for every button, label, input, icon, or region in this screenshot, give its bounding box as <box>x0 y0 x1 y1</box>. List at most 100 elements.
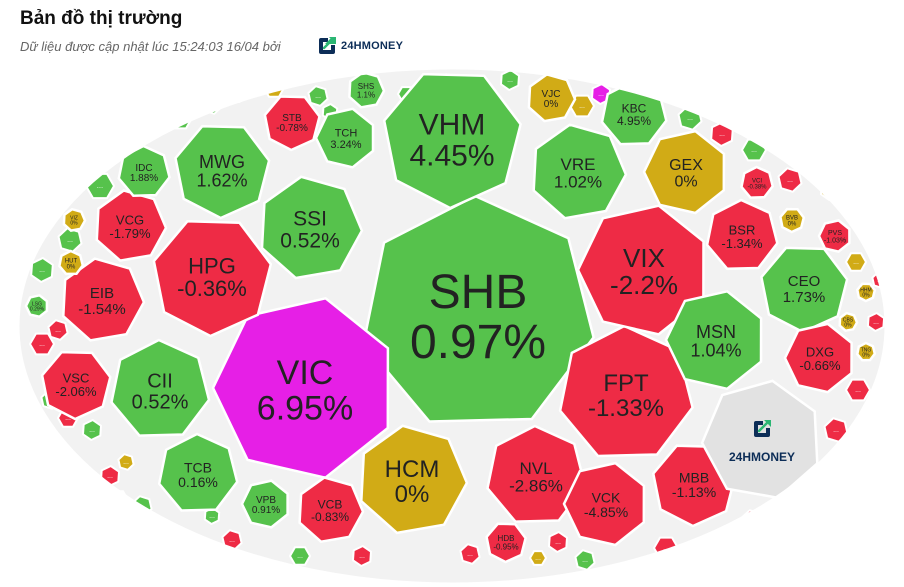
treemap-cell-shape <box>740 138 768 162</box>
treemap-cell-shape <box>459 543 481 565</box>
treemap-cell-shape <box>211 296 390 480</box>
treemap-cell-ellipsis[interactable]: ... <box>459 543 481 565</box>
treemap-cell-ellipsis[interactable]: ... <box>156 526 180 546</box>
treemap-cell-ellipsis-label: ... <box>165 533 171 540</box>
treemap-cell-ellipsis[interactable]: ... <box>351 544 373 568</box>
treemap-cell-shape <box>62 207 87 232</box>
treemap-cell-shape <box>84 172 116 200</box>
treemap-cell-ellipsis[interactable]: ... <box>807 138 829 162</box>
treemap-cell-shape <box>760 246 849 334</box>
treemap-cell-shape <box>855 282 877 303</box>
treemap-cell-shape <box>779 207 806 234</box>
treemap-cell-shape <box>711 538 729 558</box>
treemap-cell-pvs[interactable]: PVS-1.03% <box>817 219 851 253</box>
treemap-cell-ellipsis[interactable]: ... <box>548 55 572 74</box>
treemap-cell-ellipsis[interactable]: ... <box>547 530 569 554</box>
header: Bản đồ thị trường Dữ liệu được cập nhật … <box>20 8 880 58</box>
treemap-cell-shape <box>362 194 595 423</box>
treemap-cell-ellipsis[interactable]: ... <box>528 550 548 566</box>
treemap-cell-shape <box>152 220 273 338</box>
treemap-cell-shape <box>24 293 49 319</box>
treemap-cell-shape <box>547 530 569 554</box>
treemap-cell-vci[interactable]: VCI-0.38% <box>740 165 775 199</box>
treemap-cell-shape <box>203 506 221 526</box>
treemap-cell-shape <box>156 526 180 546</box>
treemap-cell-ellipsis[interactable]: ... <box>852 214 872 230</box>
treemap-cell-shape <box>838 311 859 333</box>
brand-logo-icon <box>754 420 771 437</box>
treemap-cell-shape <box>486 424 587 523</box>
treemap-cell-ellipsis-label: ... <box>785 129 791 136</box>
treemap-cell-shape <box>844 378 872 402</box>
treemap-cell-ellipsis[interactable]: ... <box>84 172 116 200</box>
treemap-cell-shape <box>574 549 596 571</box>
treemap-cell-ellipsis[interactable]: ... <box>574 549 596 571</box>
treemap-cell-shape <box>844 252 868 272</box>
treemap-cell-shape <box>528 550 548 566</box>
treemap-cell-ellipsis[interactable]: ... <box>81 418 103 442</box>
treemap-cell-hdb[interactable]: HDB-0.95% <box>485 522 527 564</box>
treemap-cell-shape <box>382 72 522 210</box>
treemap-cell-shape <box>705 198 779 271</box>
treemap-cell-ellipsis[interactable]: ... <box>844 252 868 272</box>
treemap-cell-ellipsis[interactable]: ... <box>43 192 65 216</box>
treemap-cell-ellipsis[interactable]: ... <box>47 319 69 341</box>
treemap-cell-ellipsis[interactable]: ... <box>866 311 886 333</box>
treemap-cell-shape <box>576 204 705 336</box>
treemap-cell-ellipsis[interactable]: ... <box>499 68 521 92</box>
treemap-cell-shape <box>817 219 851 253</box>
treemap-cell-ellipsis-label: ... <box>749 517 755 524</box>
treemap-cell-shape <box>485 522 527 564</box>
treemap-cell-stb[interactable]: STB-0.78% <box>263 95 321 152</box>
treemap-cell-shape <box>740 165 775 199</box>
treemap-cell-shape <box>157 432 239 512</box>
treemap-cell-shape <box>95 189 168 262</box>
treemap-cell-shape <box>117 453 135 471</box>
treemap-cell-ellipsis[interactable]: ... <box>117 453 135 471</box>
treemap-cell-ellipsis[interactable]: ... <box>844 378 872 402</box>
treemap-cell-shape <box>288 546 312 566</box>
treemap-cell-ellipsis[interactable]: ... <box>99 464 121 488</box>
treemap-cell-shape <box>263 95 321 152</box>
brand-logo[interactable]: 24HMONEY <box>316 34 403 58</box>
treemap-cell-ellipsis-label: ... <box>815 147 821 154</box>
brand-name: 24HMONEY <box>341 40 404 52</box>
treemap-cell-ellipsis-label: ... <box>237 89 243 96</box>
treemap-cell-ellipsis-label: ... <box>827 187 833 194</box>
treemap-cell-shape <box>47 319 69 341</box>
treemap-cell-ellipsis[interactable]: ... <box>740 138 768 162</box>
treemap-cell-shape <box>28 332 56 356</box>
treemap-cell-shape <box>852 214 872 230</box>
treemap-cell-ellipsis[interactable]: ... <box>288 546 312 566</box>
treemap-cell-ellipsis[interactable]: ... <box>777 121 799 143</box>
treemap-cell-shape <box>642 129 726 215</box>
treemap-cell-ellipsis[interactable]: ... <box>711 538 729 558</box>
treemap-cell-shape <box>499 68 521 92</box>
treemap-cell-ellipsis[interactable]: ... <box>30 256 54 284</box>
brand-logo-icon <box>319 37 336 54</box>
treemap-cell-shape <box>807 138 829 162</box>
treemap-cell-shape <box>58 249 85 276</box>
treemap-cell-shape <box>117 144 171 197</box>
treemap-cell-shape <box>527 73 577 123</box>
treemap-cell-shape <box>351 544 373 568</box>
treemap-cell-shape <box>174 124 271 220</box>
treemap-cell-ellipsis[interactable]: ... <box>307 85 329 107</box>
treemap-cell-ellipsis[interactable]: ... <box>829 452 851 476</box>
treemap-cell-ellipsis-label: ... <box>717 545 723 552</box>
treemap-cell-shape <box>314 107 375 169</box>
update-timestamp: Dữ liệu được cập nhật lúc 15:24:03 16/04… <box>20 39 281 54</box>
